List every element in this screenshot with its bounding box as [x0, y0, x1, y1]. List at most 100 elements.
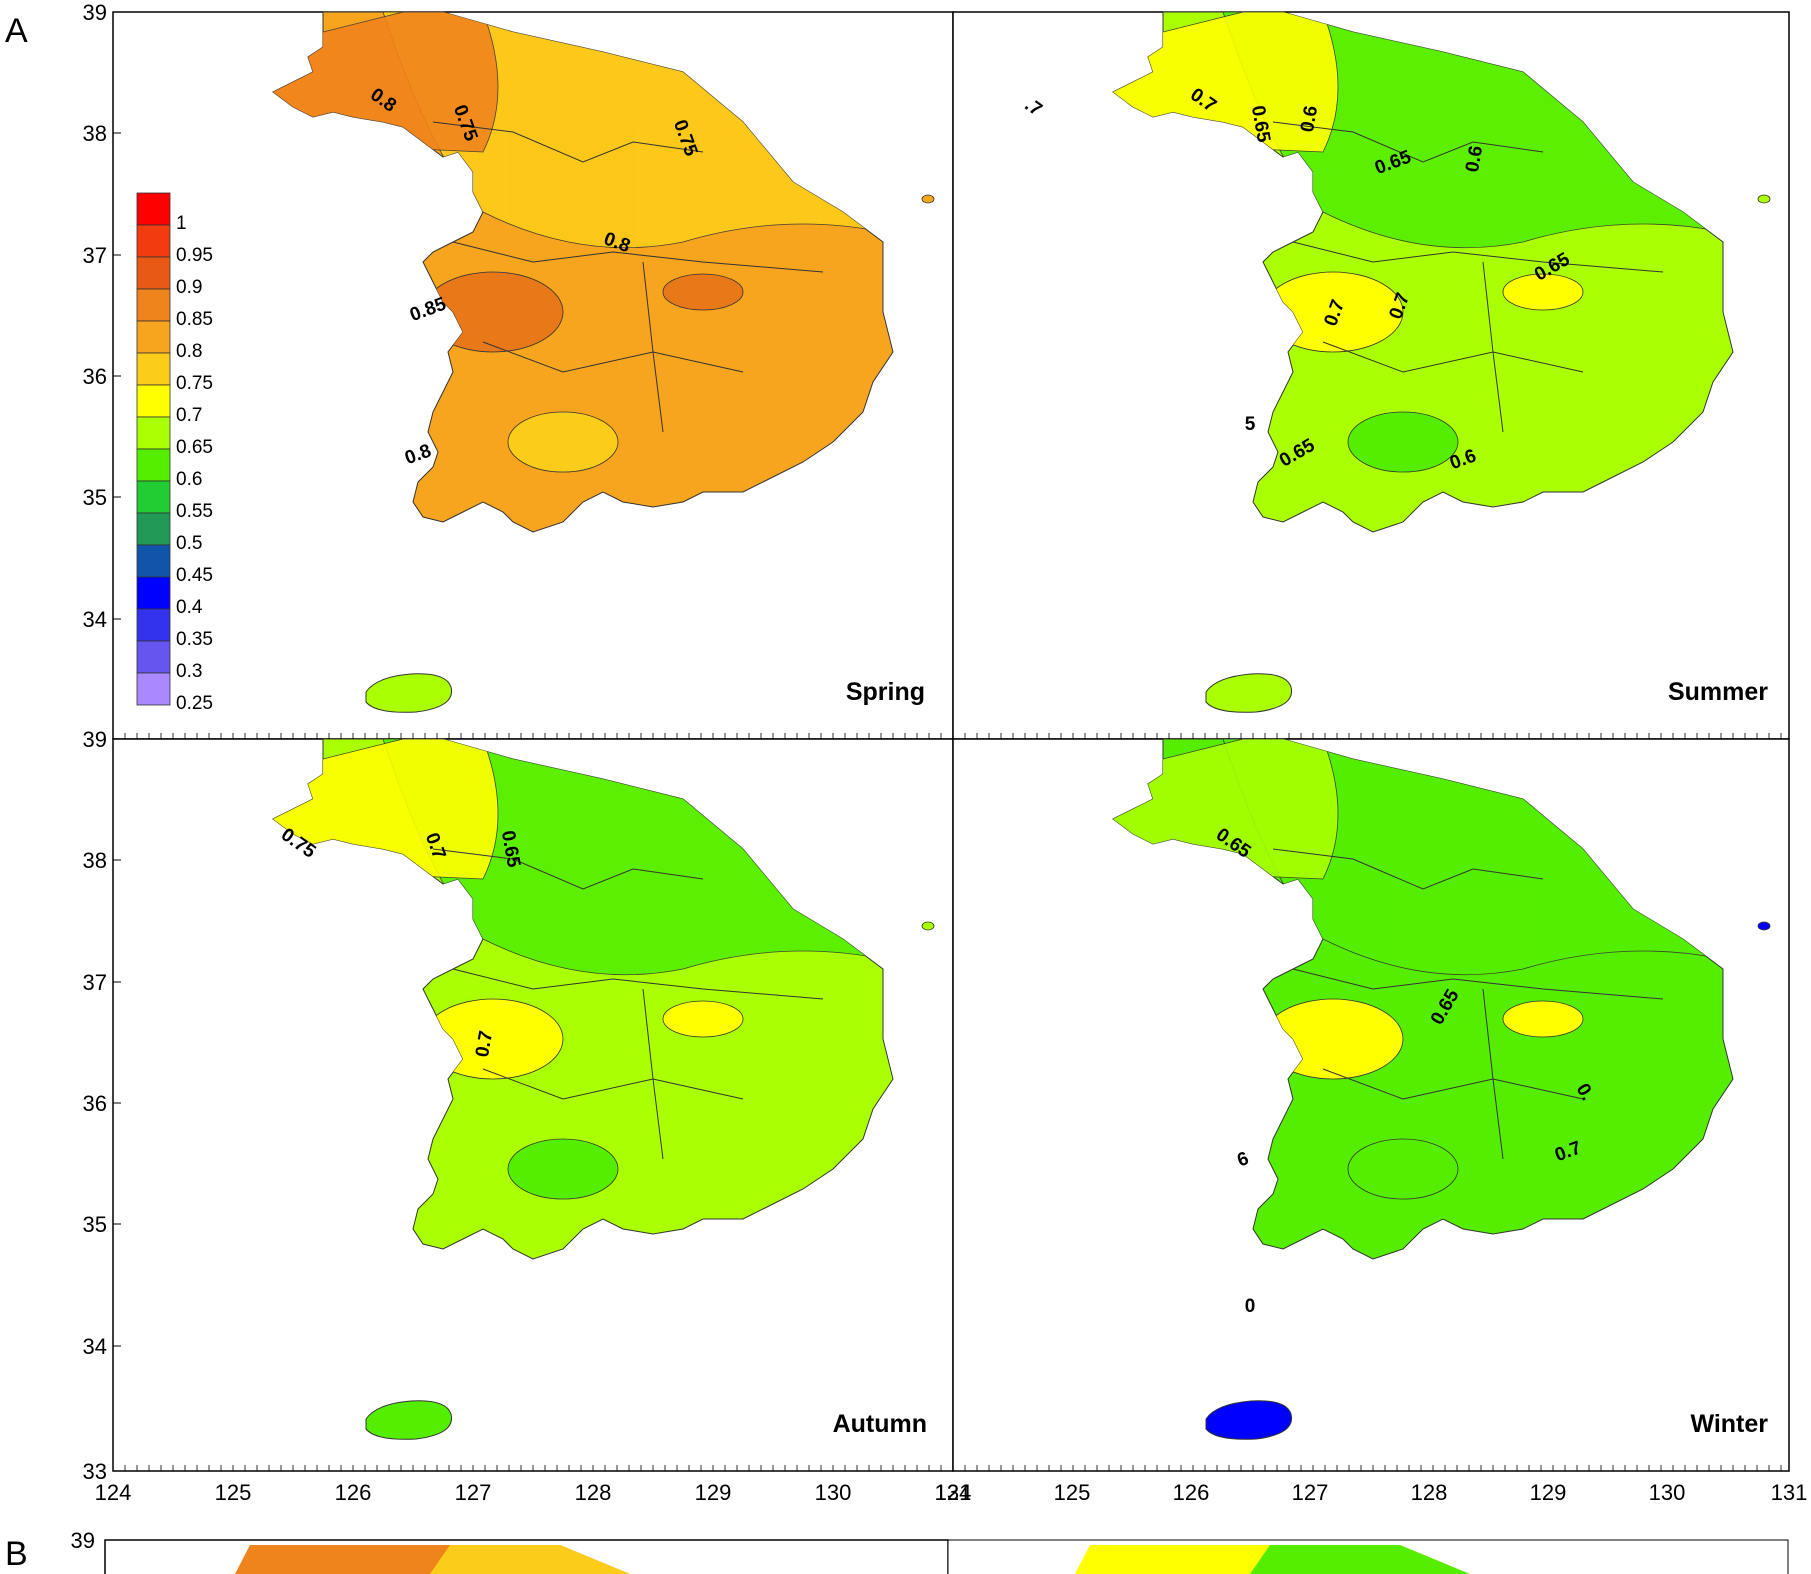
- lon-tick-label: 130: [1649, 1480, 1686, 1505]
- province-boundaries: [1272, 848, 1664, 1160]
- color-legend: 1 0.95 0.9 0.85 0.8 0.75 0.7 0.65 0.6 0.55 0.5 0.45…: [136, 192, 213, 714]
- lon-tick-label: 131: [935, 1480, 972, 1505]
- season-label: Summer: [1668, 678, 1768, 706]
- legend-label: 0.8: [176, 341, 202, 362]
- lat-tick-label: 37: [83, 243, 107, 268]
- ulleung-island: [1757, 194, 1771, 204]
- legend-swatch: [136, 640, 171, 674]
- contour-region-east: [662, 1000, 744, 1038]
- legend-label: 0.6: [176, 469, 202, 490]
- panel-letter-b: B: [5, 1535, 28, 1573]
- legend-swatch: [136, 352, 171, 386]
- panel-letter-a: A: [5, 12, 28, 50]
- panel-b-right-map-east: [1250, 1545, 1470, 1574]
- province-boundaries: [1272, 121, 1664, 433]
- legend-label: 0.3: [176, 661, 202, 682]
- lat-tick-label: 33: [83, 1459, 107, 1484]
- ulleung-island: [921, 194, 935, 204]
- lon-tick-label: 128: [1411, 1480, 1448, 1505]
- lon-tick-label: 129: [695, 1480, 732, 1505]
- lon-tick-label: 124: [935, 1480, 972, 1505]
- lat-tick-label: 35: [83, 1212, 107, 1237]
- legend-label: 0.55: [176, 501, 213, 522]
- season-label: Autumn: [833, 1410, 927, 1438]
- lon-tick-label: 124: [95, 1480, 132, 1505]
- legend-label: 0.45: [176, 565, 213, 586]
- contour-region-south: [1347, 411, 1459, 473]
- season-label: Spring: [846, 678, 925, 706]
- legend-label: 1: [176, 213, 187, 234]
- province-boundaries: [432, 121, 824, 433]
- legend-label: 0.4: [176, 597, 203, 618]
- contour-region-east: [1502, 273, 1584, 311]
- season-label: Winter: [1690, 1410, 1768, 1438]
- legend-swatch: [136, 224, 171, 258]
- lat-tick-label: 35: [83, 485, 107, 510]
- contour-label: 0: [1245, 1296, 1256, 1317]
- lon-tick-label: 125: [1054, 1480, 1091, 1505]
- lat-tick-label: 34: [83, 607, 107, 632]
- legend-swatch: [136, 448, 171, 482]
- lat-tick-label: 37: [83, 970, 107, 995]
- legend-swatch: [136, 384, 171, 418]
- contour-region-south: [1347, 1138, 1459, 1200]
- lon-tick-label: 127: [455, 1480, 492, 1505]
- legend-swatch: [136, 512, 171, 546]
- contour-label: 5: [1245, 414, 1256, 435]
- lon-tick-label: 130: [815, 1480, 852, 1505]
- lon-tick-label: 125: [215, 1480, 252, 1505]
- lat-tick-label: 38: [83, 848, 107, 873]
- lon-tick-label: 126: [335, 1480, 372, 1505]
- contour-label: 0.6: [1462, 144, 1487, 174]
- legend-label: 0.35: [176, 629, 213, 650]
- legend-swatch: [136, 544, 171, 578]
- lat-tick-label: 39: [71, 1528, 95, 1553]
- legend-label: 0.95: [176, 245, 213, 266]
- legend-swatch: [136, 192, 171, 226]
- lat-tick-label: 36: [83, 1091, 107, 1116]
- legend-label: 0.75: [176, 373, 213, 394]
- legend-label: 0.25: [176, 693, 213, 714]
- lat-tick-label: 38: [83, 121, 107, 146]
- legend-swatch: [136, 608, 171, 642]
- lon-tick-label: 131: [1771, 1480, 1808, 1505]
- legend-swatch: [136, 480, 171, 514]
- legend-label: 0.65: [176, 437, 213, 458]
- contour-region-south: [507, 411, 619, 473]
- province-boundaries: [432, 848, 824, 1160]
- lat-tick-label: 36: [83, 364, 107, 389]
- lon-tick-label: 129: [1530, 1480, 1567, 1505]
- lat-tick-label: 34: [83, 1334, 107, 1359]
- lat-tick-label: 39: [83, 0, 107, 25]
- ulleung-island: [921, 921, 935, 931]
- panel-b-partial: 39: [71, 1528, 1789, 1574]
- legend-swatch: [136, 256, 171, 290]
- ulleung-island: [1757, 921, 1771, 931]
- panel-summer: 0.70.65 0.60.65 0.60.70.70.650.65 0.6.75Sum…: [952, 11, 1790, 740]
- contour-label: 0.6: [1297, 104, 1322, 134]
- contour-region-east: [662, 273, 744, 311]
- legend-swatch: [136, 576, 171, 610]
- legend-label: 0.7: [176, 405, 202, 426]
- lat-tick-label: 39: [83, 727, 107, 752]
- legend-swatch: [136, 320, 171, 354]
- legend-label: 0.85: [176, 309, 213, 330]
- panel-b-left-map-east: [430, 1545, 630, 1574]
- legend-label: 0.9: [176, 277, 202, 298]
- lon-tick-label: 126: [1173, 1480, 1210, 1505]
- legend-label: 0.5: [176, 533, 202, 554]
- legend-swatch: [136, 672, 171, 706]
- legend-swatch: [136, 416, 171, 450]
- legend-swatch: [136, 288, 171, 322]
- contour-label: 0.7: [472, 1029, 497, 1059]
- lon-tick-label: 128: [575, 1480, 612, 1505]
- contour-region-east: [1502, 1000, 1584, 1038]
- contour-region-south: [507, 1138, 619, 1200]
- lon-tick-label: 127: [1292, 1480, 1329, 1505]
